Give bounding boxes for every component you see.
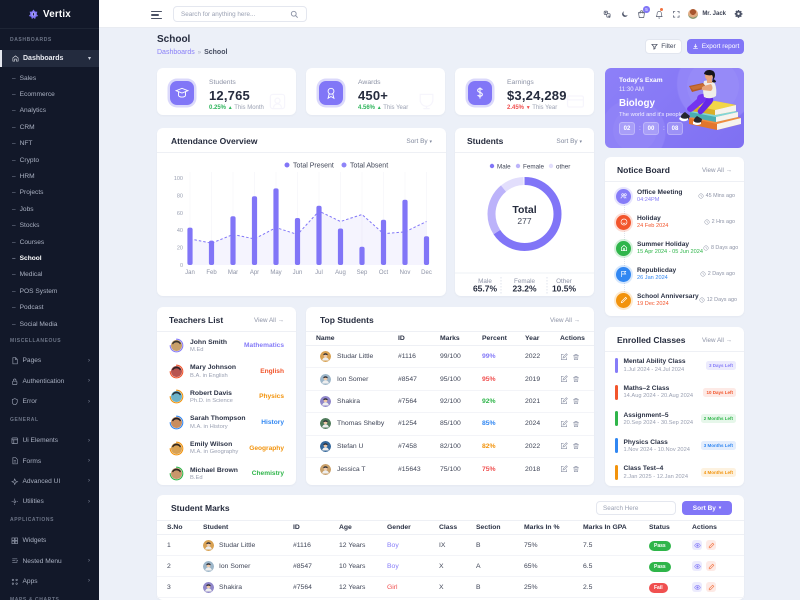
- svg-text:60: 60: [177, 211, 183, 217]
- svg-text:Male: Male: [497, 164, 511, 171]
- svg-text:Oct: Oct: [379, 270, 389, 276]
- svg-text:Total: Total: [512, 204, 536, 216]
- svg-text:other: other: [556, 164, 570, 171]
- svg-text:40: 40: [177, 228, 183, 234]
- svg-text:277: 277: [517, 216, 531, 226]
- svg-text:20: 20: [177, 246, 183, 252]
- svg-text:Total Absent: Total Absent: [350, 163, 388, 170]
- svg-text:10.5%: 10.5%: [552, 284, 577, 294]
- svg-text:100: 100: [174, 176, 183, 182]
- svg-text:Feb: Feb: [206, 270, 217, 276]
- svg-text:80: 80: [177, 193, 183, 199]
- svg-text:0: 0: [180, 263, 183, 269]
- svg-text:Jul: Jul: [315, 270, 323, 276]
- svg-text:23.2%: 23.2%: [512, 284, 537, 294]
- svg-text:Jun: Jun: [293, 270, 303, 276]
- svg-text:Jan: Jan: [185, 270, 195, 276]
- svg-text:Nov: Nov: [400, 270, 411, 276]
- svg-text:Dec: Dec: [421, 270, 432, 276]
- svg-text:Sep: Sep: [357, 270, 368, 276]
- svg-text:Mar: Mar: [228, 270, 238, 276]
- svg-text:Female: Female: [514, 278, 535, 285]
- svg-text:Female: Female: [523, 164, 544, 171]
- svg-text:Male: Male: [478, 278, 492, 285]
- svg-text:May: May: [270, 270, 281, 276]
- svg-text:Aug: Aug: [335, 270, 346, 276]
- svg-text:65.7%: 65.7%: [473, 284, 498, 294]
- svg-text:Total Present: Total Present: [293, 163, 334, 170]
- svg-text:Apr: Apr: [250, 270, 259, 276]
- svg-text:Other: Other: [556, 278, 572, 285]
